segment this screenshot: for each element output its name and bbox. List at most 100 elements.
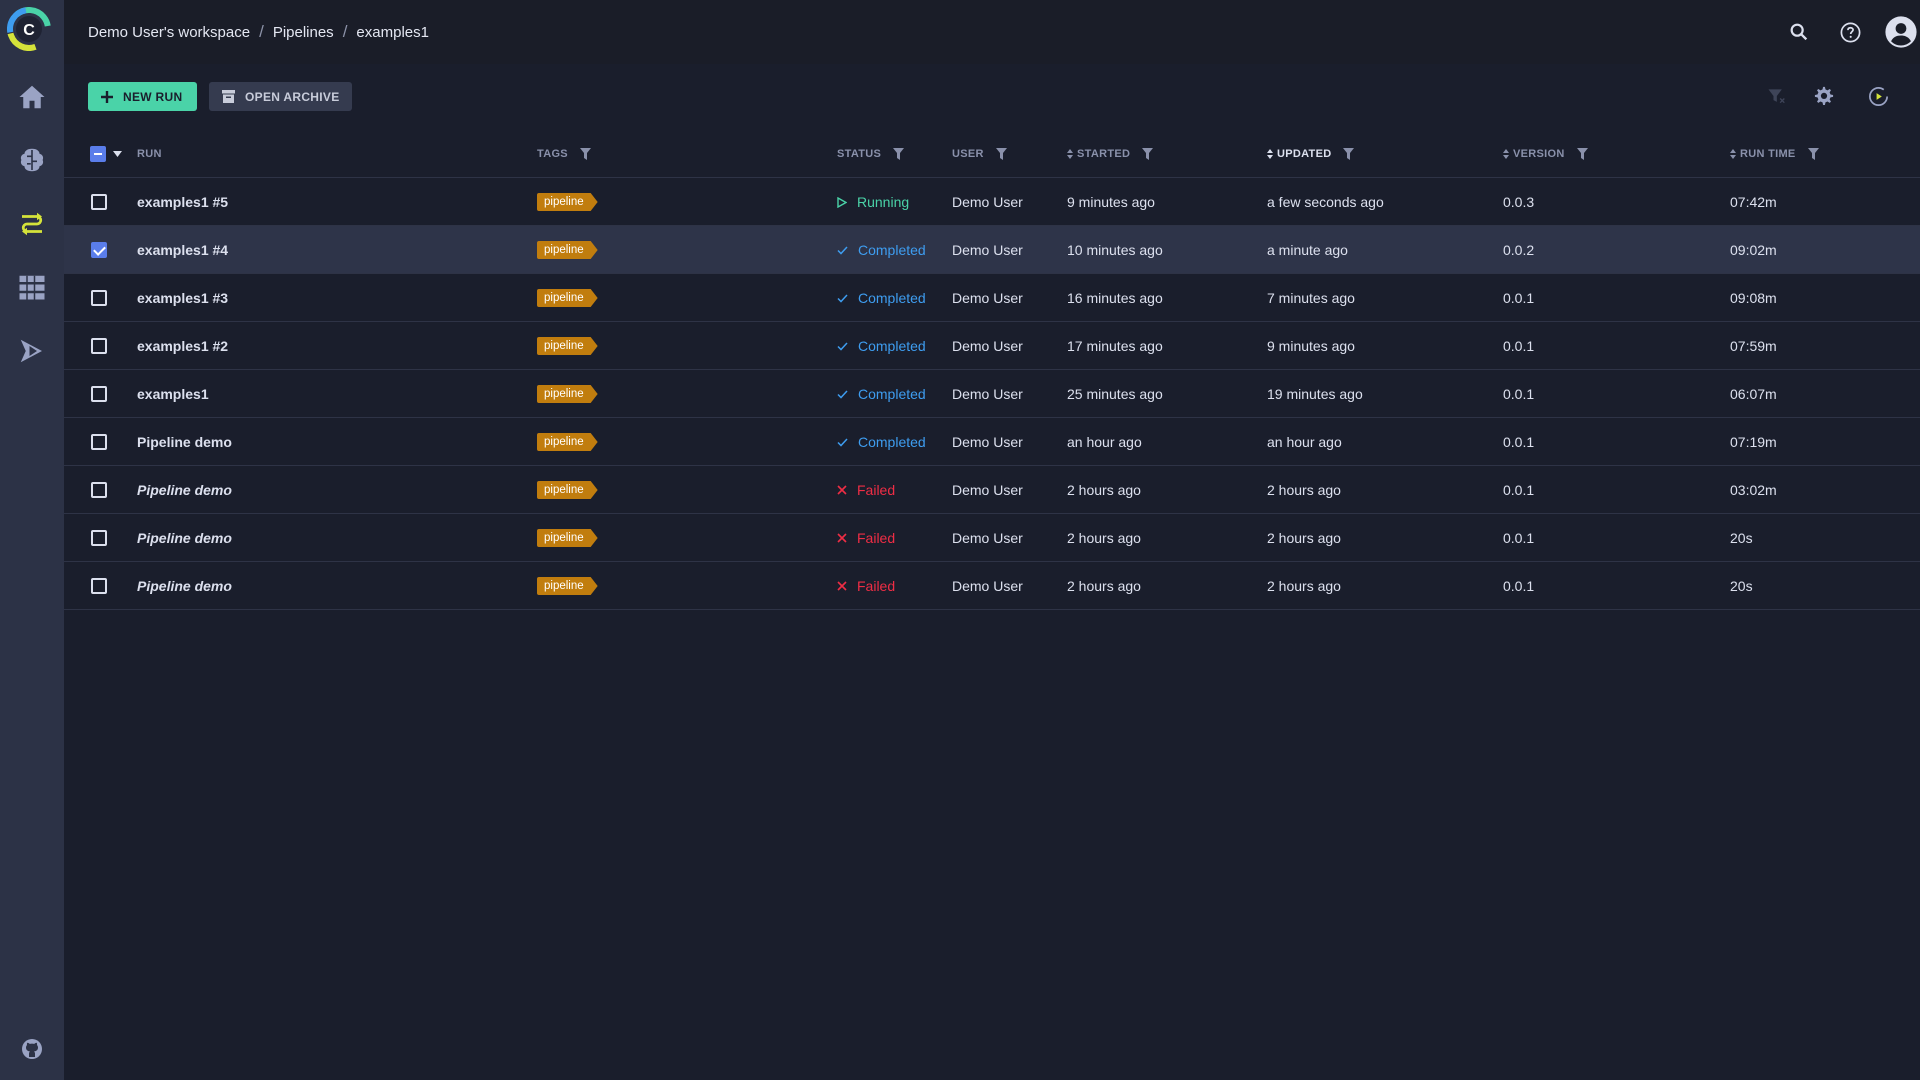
tag-cell: pipeline [537, 178, 598, 226]
running-icon [837, 196, 852, 208]
status-label: Completed [858, 434, 926, 450]
tag-cell: pipeline [537, 322, 598, 370]
table-header: RUN TAGS STATUS USER STARTED UPDATED VER… [64, 130, 1920, 178]
table-row[interactable]: Pipeline demo pipeline Failed Demo User … [64, 514, 1920, 562]
check-icon [837, 437, 853, 447]
auto-refresh-icon[interactable] [1864, 82, 1892, 110]
run-name[interactable]: Pipeline demo [137, 530, 232, 546]
run-name[interactable]: examples1 [137, 386, 209, 402]
row-checkbox[interactable] [91, 290, 107, 306]
pipelines-icon[interactable] [0, 199, 64, 249]
updated-cell: a minute ago [1267, 242, 1348, 258]
run-name[interactable]: examples1 #3 [137, 290, 229, 306]
status-label: Running [857, 194, 910, 210]
tag-badge[interactable]: pipeline [537, 577, 598, 595]
new-run-button[interactable]: NEW RUN [88, 82, 197, 111]
column-run-time[interactable]: RUN TIME [1730, 130, 1819, 178]
column-tags[interactable]: TAGS [537, 130, 591, 178]
datasets-icon[interactable] [0, 262, 64, 312]
breadcrumb-workspace[interactable]: Demo User's workspace [88, 23, 251, 41]
run-name[interactable]: examples1 #2 [137, 338, 229, 354]
filter-icon[interactable] [893, 148, 905, 160]
tag-badge[interactable]: pipeline [537, 289, 598, 307]
status-badge: Failed [837, 530, 895, 546]
row-checkbox[interactable] [91, 434, 107, 450]
updated-cell: 2 hours ago [1267, 482, 1341, 498]
tag-badge[interactable]: pipeline [537, 193, 598, 211]
filter-off-icon[interactable] [1762, 82, 1790, 110]
user-cell: Demo User [952, 434, 1023, 450]
status-badge: Completed [837, 338, 926, 354]
filter-icon[interactable] [1142, 148, 1154, 160]
breadcrumb-project[interactable]: Pipelines [272, 23, 334, 41]
table-row[interactable]: examples1 pipeline Completed Demo User 2… [64, 370, 1920, 418]
column-updated[interactable]: UPDATED [1267, 130, 1355, 178]
tag-badge[interactable]: pipeline [537, 241, 598, 259]
filter-icon[interactable] [995, 148, 1007, 160]
breadcrumb-pipeline[interactable]: examples1 [356, 23, 429, 41]
table-row[interactable]: examples1 #4 pipeline Completed Demo Use… [64, 226, 1920, 274]
status-cell: Failed [837, 466, 895, 514]
tag-badge[interactable]: pipeline [537, 481, 598, 499]
run-name[interactable]: Pipeline demo [137, 578, 232, 594]
version-cell: 0.0.2 [1503, 242, 1535, 258]
run-name[interactable]: examples1 #4 [137, 242, 229, 258]
column-run[interactable]: RUN [137, 148, 162, 160]
row-checkbox[interactable] [91, 194, 107, 210]
tag-badge[interactable]: pipeline [537, 529, 598, 547]
row-checkbox[interactable] [91, 530, 107, 546]
row-checkbox[interactable] [91, 386, 107, 402]
row-checkbox[interactable] [91, 578, 107, 594]
select-all-checkbox[interactable] [90, 146, 106, 162]
row-checkbox[interactable] [91, 482, 107, 498]
tag-cell: pipeline [537, 370, 598, 418]
github-icon[interactable] [0, 1024, 64, 1074]
table-row[interactable]: Pipeline demo pipeline Failed Demo User … [64, 562, 1920, 610]
run-time-cell: 20s [1730, 578, 1753, 594]
clearml-logo[interactable]: C [7, 7, 51, 51]
status-label: Completed [858, 338, 926, 354]
brain-icon[interactable] [0, 135, 64, 185]
table-row[interactable]: examples1 #2 pipeline Completed Demo Use… [64, 322, 1920, 370]
search-icon[interactable] [1783, 16, 1815, 48]
started-cell: 2 hours ago [1067, 482, 1141, 498]
sort-icon [1067, 149, 1073, 159]
open-archive-button[interactable]: OPEN ARCHIVE [209, 82, 352, 111]
column-version[interactable]: VERSION [1503, 130, 1588, 178]
column-started[interactable]: STARTED [1067, 130, 1154, 178]
table-row[interactable]: examples1 #5 pipeline Running Demo User … [64, 178, 1920, 226]
tag-cell: pipeline [537, 226, 598, 274]
filter-icon[interactable] [1343, 148, 1355, 160]
version-cell: 0.0.1 [1503, 530, 1535, 546]
open-archive-label: OPEN ARCHIVE [245, 89, 340, 104]
user-avatar-icon[interactable] [1882, 13, 1920, 51]
row-checkbox[interactable] [91, 242, 107, 258]
filter-icon[interactable] [1807, 148, 1819, 160]
run-name[interactable]: Pipeline demo [137, 482, 232, 498]
row-checkbox[interactable] [91, 338, 107, 354]
help-icon[interactable] [1834, 16, 1866, 48]
run-name[interactable]: Pipeline demo [137, 434, 232, 450]
check-icon [837, 293, 853, 303]
home-icon[interactable] [0, 72, 64, 122]
filter-icon[interactable] [579, 148, 591, 160]
tag-badge[interactable]: pipeline [537, 433, 598, 451]
table-row[interactable]: examples1 #3 pipeline Completed Demo Use… [64, 274, 1920, 322]
filter-icon[interactable] [1576, 148, 1588, 160]
tag-badge[interactable]: pipeline [537, 337, 598, 355]
status-cell: Completed [837, 322, 926, 370]
settings-icon[interactable] [1810, 82, 1838, 110]
version-cell: 0.0.1 [1503, 290, 1535, 306]
column-user[interactable]: USER [952, 130, 1007, 178]
table-row[interactable]: Pipeline demo pipeline Completed Demo Us… [64, 418, 1920, 466]
status-badge: Failed [837, 482, 895, 498]
deploy-icon[interactable] [0, 326, 64, 376]
tag-badge[interactable]: pipeline [537, 385, 598, 403]
breadcrumb-separator: / [342, 22, 348, 41]
status-badge: Completed [837, 434, 926, 450]
column-status[interactable]: STATUS [837, 130, 905, 178]
run-name[interactable]: examples1 #5 [137, 194, 229, 210]
select-menu-chevron-icon[interactable] [113, 130, 122, 178]
column-started-label: STARTED [1077, 148, 1131, 160]
table-row[interactable]: Pipeline demo pipeline Failed Demo User … [64, 466, 1920, 514]
